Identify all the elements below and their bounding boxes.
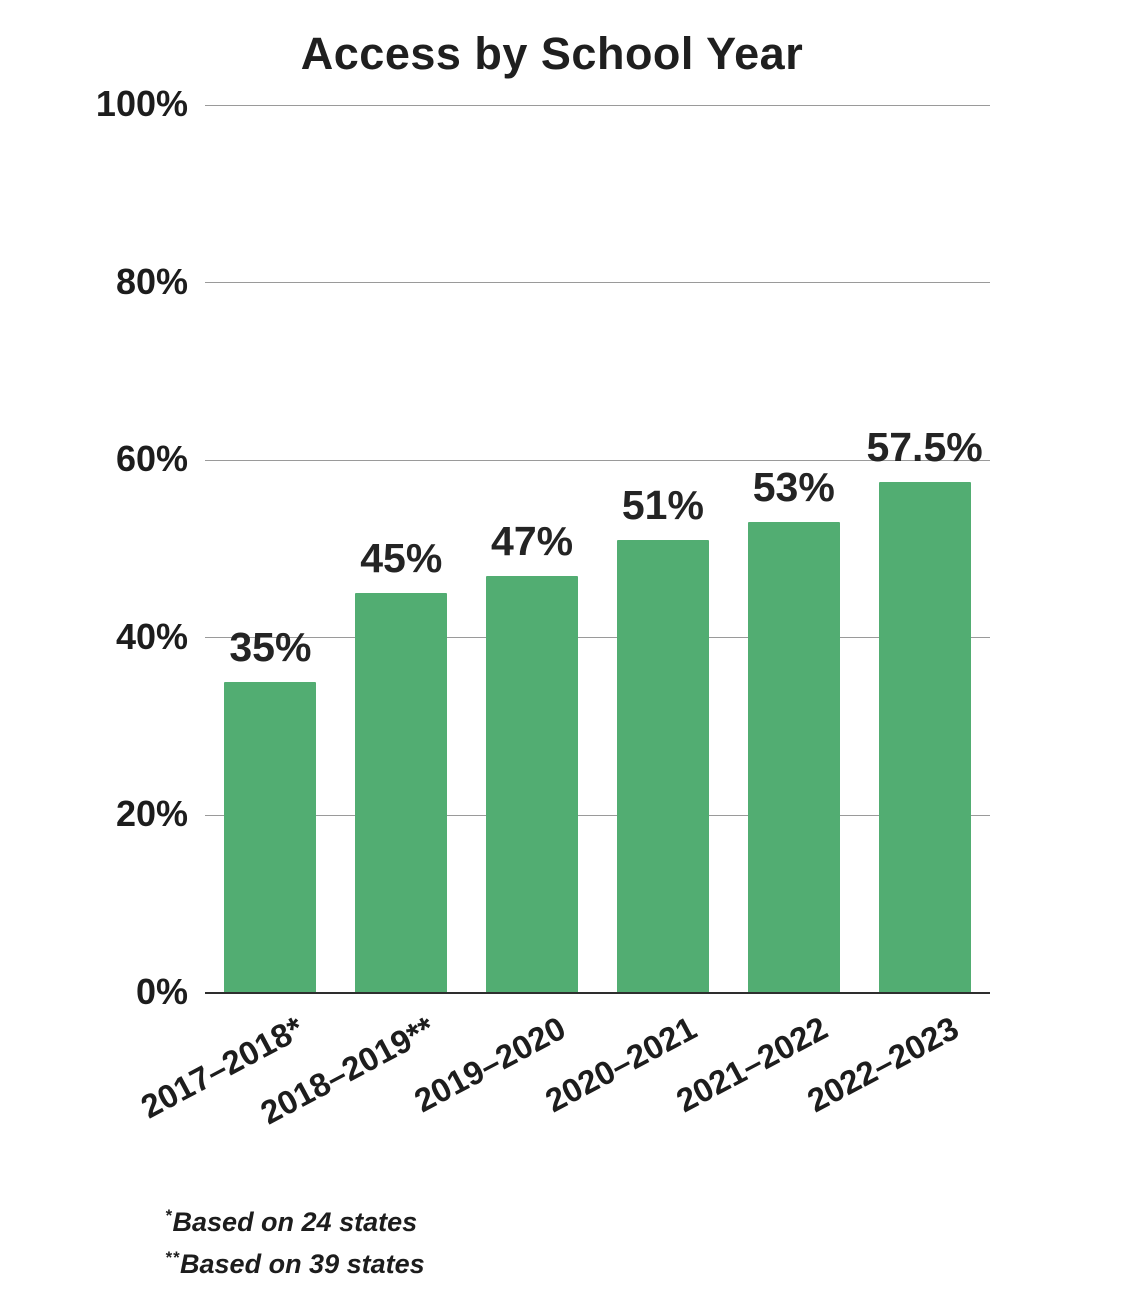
bar-2021–2022 [747,522,840,993]
bar-value-label-2: 47% [491,517,574,564]
footnote-2-marker: ** [165,1248,181,1267]
bar-value-label-4: 53% [752,464,835,511]
footnote-2-text: Based on 39 states [180,1249,425,1279]
gridline-80 [205,282,990,284]
gridline-40 [205,637,990,639]
bar-2019–2020 [486,575,579,993]
footnote-1-text: Based on 24 states [172,1207,418,1237]
footnote-2: **Based on 39 states [165,1240,425,1282]
y-tick-label-0: 0% [135,971,188,1012]
chart-title: Access by School Year [300,28,804,79]
bar-value-label-5: 57.5% [866,424,983,471]
bar-2017–2018* [224,682,317,993]
gridline-100 [205,104,990,106]
footnotes: *Based on 24 states **Based on 39 states [165,1198,425,1282]
bar-value-label-0: 35% [229,624,312,671]
y-tick-label-80: 80% [115,260,188,302]
bar-2022–2023 [878,482,971,993]
y-tick-label-20: 20% [115,793,188,835]
x-axis-baseline [205,992,990,994]
bar-2018–2019** [355,593,448,993]
y-tick-label-100: 100% [95,83,188,124]
gridline-20 [205,814,990,816]
gridline-60 [205,459,990,461]
bar-value-label-3: 51% [621,482,704,529]
footnote-1-marker: * [165,1206,173,1225]
y-tick-label-60: 60% [115,438,188,480]
bar-value-label-1: 45% [360,535,443,582]
bar-2020–2021 [616,540,709,993]
footnote-1: *Based on 24 states [165,1198,425,1240]
y-tick-label-40: 40% [115,615,188,657]
